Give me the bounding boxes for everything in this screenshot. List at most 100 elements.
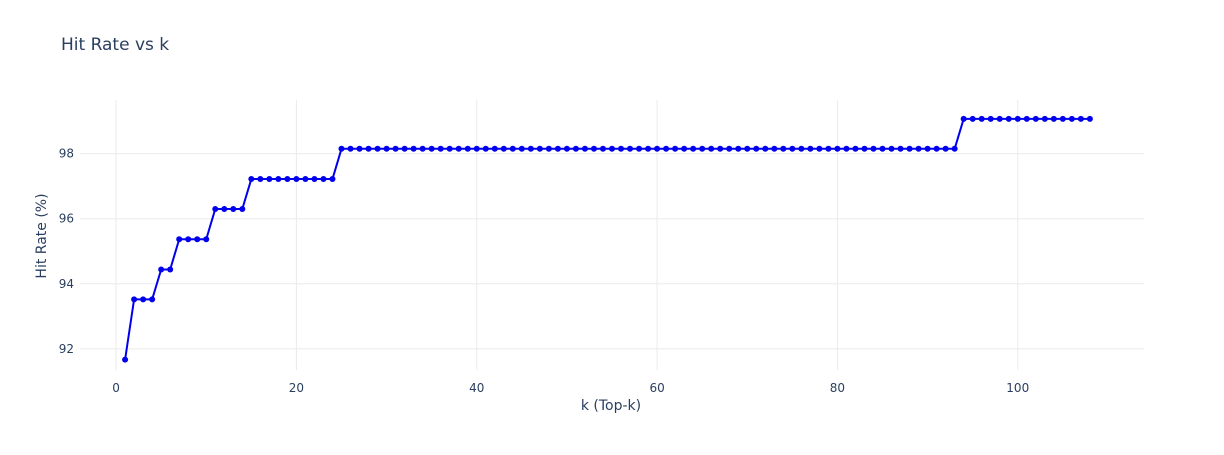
data-point [1086, 115, 1093, 122]
data-point [473, 145, 480, 152]
x-tick-label: 80 [830, 381, 845, 395]
data-point [771, 145, 778, 152]
data-point [987, 115, 994, 122]
data-point [590, 145, 597, 152]
data-point [879, 145, 886, 152]
data-point [807, 145, 814, 152]
data-point [1068, 115, 1075, 122]
x-axis-title: k (Top-k) [581, 398, 641, 414]
data-point [735, 145, 742, 152]
data-point [329, 176, 336, 183]
data-point [581, 145, 588, 152]
data-point [527, 145, 534, 152]
data-point [897, 145, 904, 152]
data-point [906, 145, 913, 152]
data-point [482, 145, 489, 152]
data-point [536, 145, 543, 152]
data-point [978, 115, 985, 122]
data-point [762, 145, 769, 152]
data-point [284, 176, 291, 183]
data-point [230, 205, 237, 212]
data-point [933, 145, 940, 152]
data-point [491, 145, 498, 152]
data-point [410, 145, 417, 152]
data-point [455, 145, 462, 152]
data-point [924, 145, 931, 152]
data-point [176, 236, 183, 243]
data-point [627, 145, 634, 152]
data-point [419, 145, 426, 152]
data-point [726, 145, 733, 152]
x-tick-label: 0 [112, 381, 120, 395]
data-point [500, 145, 507, 152]
data-point [572, 145, 579, 152]
data-point [915, 145, 922, 152]
y-tick-label: 96 [59, 212, 74, 226]
data-point [744, 145, 751, 152]
data-point [212, 205, 219, 212]
data-point [843, 145, 850, 152]
data-point [816, 145, 823, 152]
data-point [167, 266, 174, 273]
data-point [708, 145, 715, 152]
data-point [960, 115, 967, 122]
data-point [834, 145, 841, 152]
data-point [681, 145, 688, 152]
data-point [437, 145, 444, 152]
grid [80, 100, 1144, 370]
data-point [338, 145, 345, 152]
data-point [1014, 115, 1021, 122]
data-point [672, 145, 679, 152]
x-tick-label: 60 [649, 381, 664, 395]
data-point [1059, 115, 1066, 122]
data-point [446, 145, 453, 152]
data-point [518, 145, 525, 152]
data-point [347, 145, 354, 152]
data-point [798, 145, 805, 152]
data-point [122, 356, 129, 363]
data-point [618, 145, 625, 152]
data-point [239, 205, 246, 212]
data-point [203, 236, 210, 243]
data-point [248, 176, 255, 183]
data-point [753, 145, 760, 152]
data-point [599, 145, 606, 152]
data-point [852, 145, 859, 152]
data-point [302, 176, 309, 183]
data-points [122, 115, 1093, 363]
x-axis-ticks: 0 20 40 60 80 100 [112, 381, 1029, 395]
data-point [311, 176, 318, 183]
data-point [663, 145, 670, 152]
y-tick-label: 94 [59, 277, 74, 291]
data-point [509, 145, 516, 152]
data-point [563, 145, 570, 152]
data-point [149, 296, 156, 303]
data-point [609, 145, 615, 152]
x-tick-label: 40 [469, 381, 484, 395]
data-point [942, 145, 949, 152]
x-tick-label: 20 [289, 381, 304, 395]
data-point [1023, 115, 1030, 122]
data-point [1050, 115, 1057, 122]
series-line-layer [124, 117, 1090, 360]
data-point [636, 145, 643, 152]
data-point [1032, 115, 1039, 122]
data-point [654, 145, 661, 152]
data-point [789, 145, 796, 152]
data-point [996, 115, 1003, 122]
data-point [158, 266, 165, 273]
data-point [1077, 115, 1084, 122]
data-point [545, 145, 552, 152]
data-point [699, 145, 706, 152]
data-point [951, 145, 958, 152]
data-point [275, 176, 282, 183]
data-point [969, 115, 976, 122]
y-tick-label: 92 [59, 342, 74, 356]
data-point [1005, 115, 1012, 122]
data-point [861, 145, 868, 152]
data-point [257, 176, 264, 183]
data-point [356, 145, 363, 152]
data-point [554, 145, 561, 152]
y-axis-title: Hit Rate (%) [34, 193, 50, 278]
